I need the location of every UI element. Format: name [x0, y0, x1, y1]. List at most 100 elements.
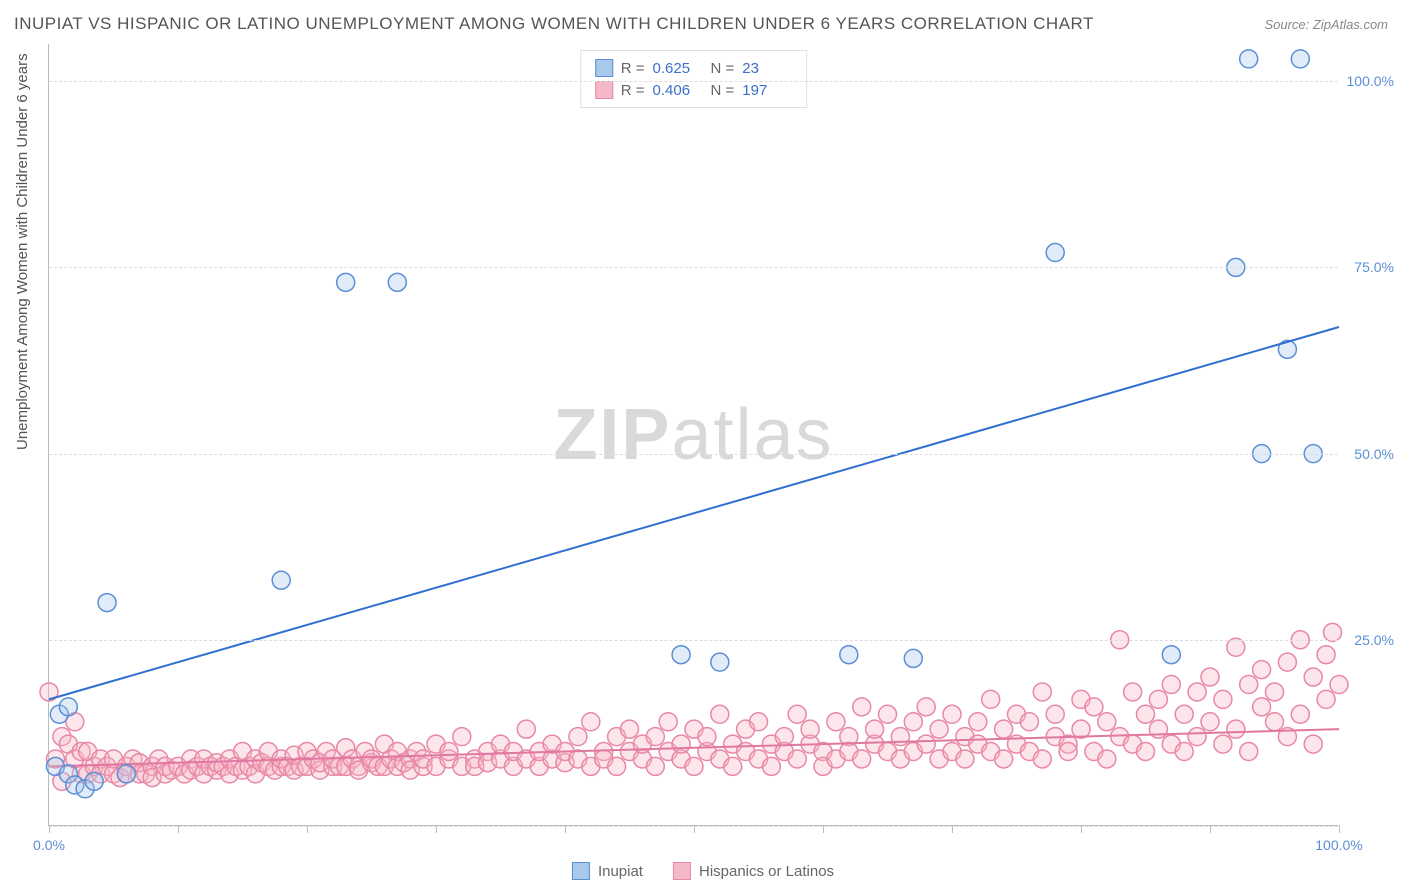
scatter-point-inupiat [1046, 244, 1064, 262]
scatter-point-hispanic [762, 757, 780, 775]
scatter-point-hispanic [1188, 683, 1206, 701]
scatter-point-hispanic [1253, 698, 1271, 716]
scatter-point-inupiat [1240, 50, 1258, 68]
scatter-point-hispanic [788, 705, 806, 723]
scatter-point-inupiat [1291, 50, 1309, 68]
legend-item-hispanic: Hispanics or Latinos [673, 862, 834, 880]
scatter-point-hispanic [1304, 735, 1322, 753]
scatter-point-inupiat [711, 653, 729, 671]
gridline-h [49, 267, 1338, 268]
scatter-point-hispanic [1291, 705, 1309, 723]
x-tick-label: 0.0% [33, 837, 65, 853]
y-axis-label: Unemployment Among Women with Children U… [14, 53, 31, 450]
legend-item-inupiat: Inupiat [572, 862, 643, 880]
scatter-point-hispanic [569, 728, 587, 746]
scatter-point-hispanic [1201, 668, 1219, 686]
x-tick [307, 825, 308, 833]
scatter-point-inupiat [98, 594, 116, 612]
source-attribution: Source: ZipAtlas.com [1264, 17, 1388, 32]
scatter-point-inupiat [1162, 646, 1180, 664]
scatter-point-hispanic [440, 743, 458, 761]
scatter-point-hispanic [659, 713, 677, 731]
scatter-point-hispanic [1098, 750, 1116, 768]
scatter-point-hispanic [724, 757, 742, 775]
y-tick-label: 75.0% [1354, 259, 1394, 275]
scatter-point-hispanic [1137, 743, 1155, 761]
scatter-point-hispanic [943, 705, 961, 723]
scatter-point-hispanic [1317, 646, 1335, 664]
scatter-point-inupiat [272, 571, 290, 589]
scatter-point-hispanic [1278, 653, 1296, 671]
x-tick [694, 825, 695, 833]
scatter-point-hispanic [685, 757, 703, 775]
scatter-point-hispanic [453, 728, 471, 746]
plot-area: ZIPatlas R = 0.625 N = 23 R = 0.406 N = … [48, 44, 1338, 826]
scatter-point-hispanic [1046, 705, 1064, 723]
y-tick-label: 50.0% [1354, 446, 1394, 462]
scatter-point-hispanic [866, 720, 884, 738]
scatter-point-inupiat [59, 698, 77, 716]
scatter-point-hispanic [517, 720, 535, 738]
scatter-point-hispanic [1124, 683, 1142, 701]
x-tick [565, 825, 566, 833]
x-tick [823, 825, 824, 833]
scatter-point-hispanic [995, 750, 1013, 768]
x-tick [49, 825, 50, 833]
scatter-point-inupiat [672, 646, 690, 664]
scatter-point-hispanic [1149, 690, 1167, 708]
chart-title: INUPIAT VS HISPANIC OR LATINO UNEMPLOYME… [14, 14, 1094, 34]
scatter-point-hispanic [582, 713, 600, 731]
scatter-point-hispanic [917, 698, 935, 716]
scatter-point-hispanic [1175, 705, 1193, 723]
scatter-point-hispanic [917, 735, 935, 753]
gridline-h [49, 81, 1338, 82]
scatter-point-hispanic [788, 750, 806, 768]
x-tick [178, 825, 179, 833]
scatter-point-hispanic [1201, 713, 1219, 731]
scatter-point-hispanic [1033, 683, 1051, 701]
scatter-point-inupiat [337, 273, 355, 291]
scatter-point-hispanic [1059, 743, 1077, 761]
gridline-h [49, 640, 1338, 641]
legend-label-inupiat: Inupiat [598, 863, 643, 880]
scatter-point-hispanic [646, 728, 664, 746]
scatter-point-hispanic [608, 757, 626, 775]
scatter-point-hispanic [1175, 743, 1193, 761]
scatter-point-hispanic [1304, 668, 1322, 686]
scatter-point-hispanic [1240, 743, 1258, 761]
scatter-point-hispanic [969, 713, 987, 731]
trend-line-inupiat [49, 327, 1339, 699]
scatter-point-hispanic [1020, 713, 1038, 731]
scatter-point-inupiat [117, 765, 135, 783]
scatter-point-hispanic [1137, 705, 1155, 723]
scatter-point-hispanic [1162, 675, 1180, 693]
scatter-point-hispanic [1227, 638, 1245, 656]
scatter-point-hispanic [1330, 675, 1348, 693]
gridline-h [49, 454, 1338, 455]
scatter-point-inupiat [840, 646, 858, 664]
plot-svg [49, 44, 1338, 825]
x-tick [436, 825, 437, 833]
scatter-point-hispanic [995, 720, 1013, 738]
scatter-point-hispanic [1214, 690, 1232, 708]
scatter-point-hispanic [904, 713, 922, 731]
bottom-legend: Inupiat Hispanics or Latinos [572, 862, 834, 880]
scatter-point-hispanic [1266, 683, 1284, 701]
x-tick [1339, 825, 1340, 833]
scatter-point-inupiat [388, 273, 406, 291]
scatter-point-hispanic [1098, 713, 1116, 731]
scatter-point-hispanic [711, 705, 729, 723]
scatter-point-hispanic [621, 720, 639, 738]
scatter-point-hispanic [1317, 690, 1335, 708]
scatter-point-hispanic [1033, 750, 1051, 768]
x-tick [952, 825, 953, 833]
y-tick-label: 100.0% [1347, 73, 1394, 89]
scatter-point-hispanic [698, 728, 716, 746]
scatter-point-hispanic [646, 757, 664, 775]
scatter-point-hispanic [1266, 713, 1284, 731]
scatter-point-inupiat [85, 772, 103, 790]
scatter-point-hispanic [1085, 698, 1103, 716]
scatter-point-inupiat [904, 649, 922, 667]
scatter-point-hispanic [827, 713, 845, 731]
scatter-point-hispanic [1227, 720, 1245, 738]
